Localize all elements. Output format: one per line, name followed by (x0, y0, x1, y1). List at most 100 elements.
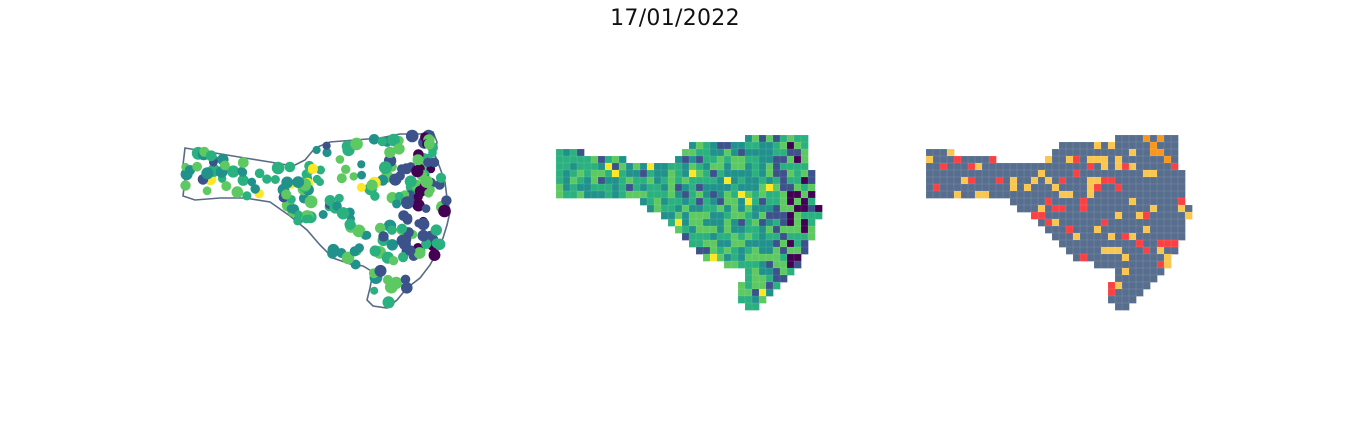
choropleth-cell (786, 218, 795, 227)
category-cell (1093, 260, 1102, 269)
choropleth-cell (632, 190, 641, 199)
category-cell (1107, 169, 1116, 178)
choropleth-cell (793, 232, 802, 241)
choropleth-cell (744, 260, 753, 269)
category-cell (1086, 253, 1095, 262)
choropleth-cell (569, 148, 578, 157)
category-cell (1156, 169, 1165, 178)
category-cell (1156, 232, 1165, 241)
choropleth-cell (765, 274, 774, 283)
category-cell (1170, 155, 1179, 164)
category-cell (1163, 239, 1172, 248)
category-cell (1170, 239, 1179, 248)
choropleth-cell (632, 183, 641, 192)
choropleth-cell (695, 211, 704, 220)
category-cell (1170, 183, 1179, 192)
choropleth-cell (737, 218, 746, 227)
category-cell (1121, 246, 1130, 255)
category-cell (1009, 183, 1018, 192)
choropleth-cell (751, 211, 760, 220)
choropleth-cell (744, 148, 753, 157)
category-cell (1037, 176, 1046, 185)
municipality-point (270, 175, 280, 184)
category-cell (1051, 218, 1060, 227)
category-cell (1163, 190, 1172, 199)
category-cell (1065, 183, 1074, 192)
choropleth-cell (786, 141, 795, 150)
category-cell (1135, 274, 1144, 283)
category-cell (1121, 134, 1130, 143)
choropleth-cell (772, 260, 781, 269)
category-cell (1044, 204, 1053, 213)
choropleth-cell (695, 141, 704, 150)
choropleth-cell (800, 204, 809, 213)
category-cell (1121, 239, 1130, 248)
choropleth-cell (688, 155, 697, 164)
choropleth-cell (709, 176, 718, 185)
choropleth-cell (639, 169, 648, 178)
category-cell (1128, 232, 1137, 241)
choropleth-cell (681, 218, 690, 227)
category-cell (1121, 183, 1130, 192)
category-map-panel (915, 120, 1215, 320)
category-cell (1135, 176, 1144, 185)
category-cell (967, 190, 976, 199)
category-cell (939, 155, 948, 164)
category-cell (1072, 218, 1081, 227)
choropleth-cell (681, 197, 690, 206)
choropleth-cell (751, 246, 760, 255)
choropleth-cell (681, 155, 690, 164)
municipality-point (312, 145, 321, 155)
category-cell (1128, 239, 1137, 248)
category-cell (1051, 169, 1060, 178)
choropleth-cell (569, 183, 578, 192)
category-cell (1142, 134, 1151, 143)
choropleth-cell (751, 141, 760, 150)
municipality-point (400, 274, 411, 285)
choropleth-cell (772, 162, 781, 171)
choropleth-cell (597, 162, 606, 171)
choropleth-cell (646, 183, 655, 192)
category-cell (1093, 197, 1102, 206)
choropleth-cell (765, 141, 774, 150)
choropleth-cell (723, 239, 732, 248)
category-cell (1177, 232, 1186, 241)
category-cell (1163, 197, 1172, 206)
choropleth-cell (744, 288, 753, 297)
category-cell (946, 169, 955, 178)
choropleth-cell (730, 232, 739, 241)
choropleth-cell (583, 162, 592, 171)
category-cell (1016, 204, 1025, 213)
choropleth-cell (667, 218, 676, 227)
category-cell (1037, 218, 1046, 227)
category-cell (1149, 197, 1158, 206)
category-cell (1114, 197, 1123, 206)
choropleth-cell (751, 155, 760, 164)
category-cell (1114, 302, 1123, 311)
choropleth-cell (730, 183, 739, 192)
choropleth-cell (793, 162, 802, 171)
category-cell (1170, 204, 1179, 213)
category-cell (1135, 281, 1144, 290)
choropleth-cell (744, 281, 753, 290)
municipality-point (382, 274, 393, 285)
category-cell (1093, 148, 1102, 157)
category-cell (1065, 176, 1074, 185)
choropleth-cell (744, 204, 753, 213)
category-cell (1072, 141, 1081, 150)
category-cell (988, 176, 997, 185)
category-cell (1149, 211, 1158, 220)
municipality-point (322, 147, 332, 158)
category-cell (1128, 274, 1137, 283)
choropleth-cell (765, 176, 774, 185)
municipality-point (286, 204, 296, 214)
category-cell (1086, 190, 1095, 199)
category-cell (1114, 274, 1123, 283)
municipality-point (221, 181, 232, 192)
category-cell (995, 183, 1004, 192)
category-cell (1016, 190, 1025, 199)
category-cell (932, 190, 941, 199)
municipality-point (250, 184, 260, 194)
choropleth-cell (751, 183, 760, 192)
choropleth-cell (751, 204, 760, 213)
